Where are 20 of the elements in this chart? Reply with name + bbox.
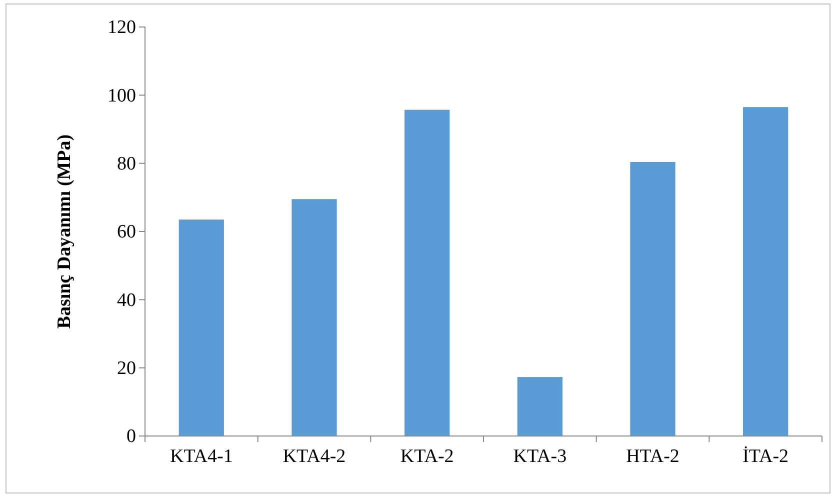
y-tick-label: 40	[117, 290, 136, 311]
bar	[292, 199, 337, 436]
bar	[517, 377, 562, 436]
bar	[630, 162, 676, 436]
bar	[178, 220, 224, 436]
y-tick-label: 100	[108, 85, 136, 106]
x-tick-label: İTA-2	[742, 446, 789, 467]
bar	[404, 110, 450, 436]
y-tick-label: 60	[117, 222, 136, 243]
y-tick-label: 20	[117, 358, 136, 379]
y-tick-label: 0	[126, 426, 136, 448]
y-tick-label: 120	[108, 17, 136, 38]
bar	[743, 107, 788, 436]
x-tick-label: HTA-2	[626, 446, 680, 467]
x-tick-label: KTA4-1	[170, 446, 233, 467]
y-tick-label: 80	[117, 153, 136, 174]
y-axis-title: Basınç Dayanımı (MPa)	[54, 134, 75, 329]
x-tick-label: KTA-2	[400, 446, 454, 467]
x-tick-label: KTA4-2	[282, 446, 346, 467]
x-tick-label: KTA-3	[513, 446, 567, 467]
